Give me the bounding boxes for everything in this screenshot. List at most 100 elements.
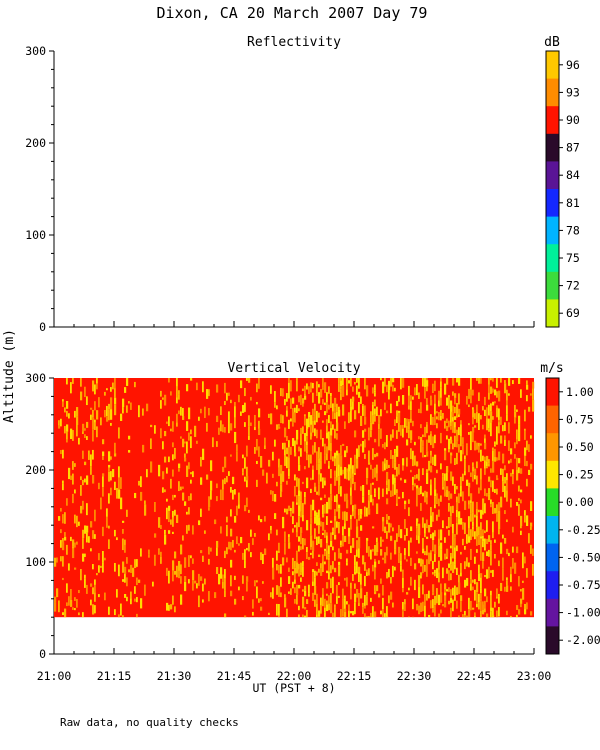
velocity-cell	[298, 563, 300, 570]
velocity-cell	[96, 434, 98, 438]
velocity-cell	[394, 449, 396, 454]
velocity-cell	[312, 569, 315, 573]
velocity-cell	[322, 504, 324, 515]
velocity-cell	[460, 420, 462, 425]
velocity-cell	[208, 496, 211, 508]
velocity-cell	[472, 471, 474, 482]
velocity-cell	[470, 442, 472, 451]
velocity-cell	[516, 457, 518, 461]
velocity-cell	[316, 562, 318, 566]
velocity-cell	[332, 424, 334, 430]
velocity-cell	[306, 520, 309, 531]
velocity-cell	[92, 432, 94, 442]
velocity-cell	[482, 536, 484, 539]
velocity-cell	[388, 390, 390, 400]
velocity-cell	[510, 574, 512, 583]
velocity-cell	[524, 430, 526, 440]
velocity-cell	[374, 558, 376, 562]
velocity-cell	[358, 402, 360, 414]
velocity-cell	[86, 532, 88, 543]
velocity-cell	[166, 421, 168, 424]
velocity-cell	[234, 489, 236, 495]
colorbar-swatch	[546, 516, 559, 545]
velocity-cell	[408, 421, 410, 430]
velocity-cell	[404, 555, 406, 560]
velocity-cell	[484, 438, 486, 443]
velocity-cell	[478, 596, 480, 603]
velocity-cell	[496, 475, 498, 478]
velocity-cell	[324, 455, 326, 464]
velocity-cell	[400, 565, 402, 572]
velocity-cell	[382, 557, 385, 560]
velocity-cell	[110, 471, 112, 481]
velocity-cell	[382, 521, 385, 532]
velocity-cell	[326, 516, 328, 525]
velocity-cell	[324, 382, 327, 393]
velocity-cell	[482, 604, 485, 610]
velocity-cell	[416, 488, 419, 495]
velocity-cell	[328, 595, 330, 604]
velocity-cell	[458, 518, 461, 525]
velocity-cell	[188, 555, 190, 567]
velocity-cell	[202, 381, 204, 393]
velocity-cell	[314, 577, 316, 586]
velocity-cell	[318, 458, 321, 464]
velocity-cell	[526, 602, 528, 610]
colorbar-label: 93	[566, 85, 580, 99]
velocity-cell	[200, 456, 202, 467]
velocity-cell	[312, 469, 314, 478]
velocity-cell	[490, 570, 493, 573]
velocity-cell	[284, 455, 287, 466]
velocity-cell	[318, 412, 320, 418]
velocity-cell	[444, 592, 447, 596]
velocity-cell	[96, 410, 99, 420]
velocity-cell	[108, 539, 110, 549]
y-axis-label: Altitude (m)	[2, 329, 17, 423]
velocity-cell	[480, 536, 483, 539]
velocity-cell	[308, 593, 310, 597]
velocity-cell	[404, 500, 407, 505]
velocity-cell	[314, 442, 316, 453]
velocity-cell	[498, 408, 500, 420]
velocity-cell	[402, 577, 404, 589]
velocity-cell	[90, 521, 93, 528]
velocity-cell	[474, 514, 476, 518]
velocity-cell	[470, 570, 472, 580]
velocity-cell	[288, 468, 290, 477]
velocity-cell	[322, 438, 324, 447]
velocity-cell	[290, 380, 292, 392]
velocity-cell	[328, 460, 330, 466]
y-tick-label: 200	[25, 136, 46, 150]
velocity-cell	[60, 529, 62, 534]
velocity-cell	[242, 454, 244, 459]
velocity-cell	[356, 519, 358, 527]
velocity-cell	[498, 521, 501, 530]
velocity-cell	[184, 501, 187, 506]
velocity-cell	[502, 425, 504, 432]
velocity-cell	[188, 507, 190, 515]
velocity-cell	[482, 538, 485, 542]
velocity-cell	[278, 550, 280, 553]
velocity-cell	[420, 575, 422, 579]
velocity-cell	[490, 607, 493, 612]
velocity-cell	[314, 410, 316, 421]
velocity-cell	[350, 519, 352, 530]
velocity-cell	[476, 527, 479, 537]
velocity-cell	[304, 393, 306, 396]
velocity-cell	[422, 548, 425, 554]
velocity-cell	[368, 508, 371, 515]
velocity-cell	[118, 489, 121, 499]
velocity-cell	[122, 615, 124, 618]
velocity-cell	[462, 614, 464, 618]
velocity-cell	[470, 395, 472, 404]
velocity-cell	[304, 585, 307, 591]
velocity-cell	[234, 575, 236, 580]
velocity-cell	[420, 602, 423, 612]
velocity-cell	[470, 472, 472, 477]
velocity-cell	[480, 614, 482, 618]
velocity-cell	[278, 423, 280, 427]
velocity-cell	[426, 421, 428, 425]
velocity-cell	[292, 438, 295, 447]
velocity-cell	[164, 489, 166, 493]
